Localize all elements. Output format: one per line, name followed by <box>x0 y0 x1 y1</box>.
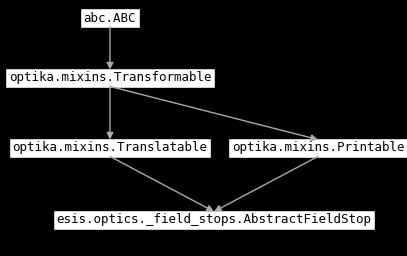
Text: optika.mixins.Printable: optika.mixins.Printable <box>232 142 404 155</box>
Text: esis.optics._field_stops.AbstractFieldStop: esis.optics._field_stops.AbstractFieldSt… <box>57 214 372 227</box>
Text: optika.mixins.Transformable: optika.mixins.Transformable <box>9 71 211 84</box>
Text: abc.ABC: abc.ABC <box>84 12 136 25</box>
Text: optika.mixins.Translatable: optika.mixins.Translatable <box>13 142 208 155</box>
